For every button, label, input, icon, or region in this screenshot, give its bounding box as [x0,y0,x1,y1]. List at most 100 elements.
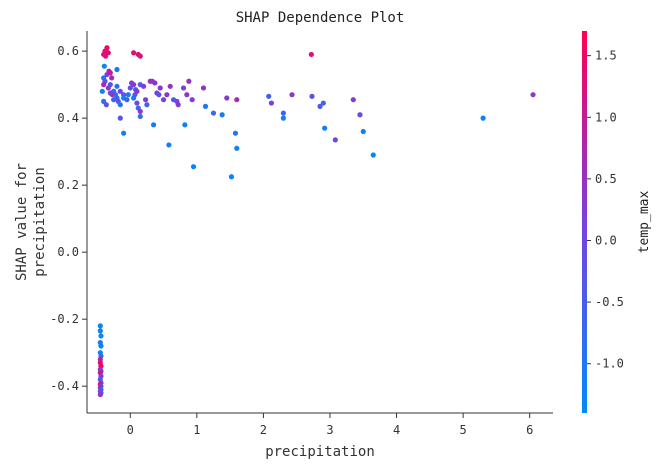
y-tick-label: 0.0 [57,245,79,259]
data-point [160,97,167,103]
data-point [117,102,123,108]
data-point [107,70,113,76]
colorbar-tick-label: 0.5 [595,172,617,186]
data-point [219,112,225,118]
data-point [134,100,140,106]
data-point [134,88,140,94]
data-point [114,66,120,73]
y-tick-label: 0.6 [57,44,79,58]
y-tick-label: 0.2 [57,178,79,192]
data-point [184,92,190,98]
x-tick-label: 5 [460,423,467,437]
data-point [202,103,209,109]
y-axis-label: SHAP value for precipitation [14,163,48,281]
data-point [99,88,105,94]
data-point [150,122,157,128]
data-point [131,82,137,88]
data-point [157,85,163,91]
x-tick-label: 1 [193,423,200,437]
colorbar-tick-label: 1.0 [595,110,617,124]
x-tick-label: 2 [260,423,267,437]
x-tick-label: 6 [526,423,533,437]
data-point [190,164,197,170]
colorbar-ticks: -1.0 -0.5 0.0 0.5 1.0 1.5 [587,49,624,371]
data-point [117,88,123,94]
data-point [186,78,192,84]
data-point [360,128,366,135]
data-point [152,80,158,86]
data-point [228,174,235,180]
data-point [103,102,109,108]
data-point [268,100,275,106]
data-point [234,97,240,103]
data-point [97,323,103,329]
data-point [144,102,150,108]
data-point [137,113,143,120]
data-point [350,97,356,103]
data-point [234,145,240,151]
data-point [142,97,149,103]
data-point [137,108,143,115]
data-point [224,95,230,101]
data-point [125,92,131,98]
data-point [156,92,162,98]
colorbar-tick-label: -1.0 [595,357,624,371]
data-point [131,50,137,56]
data-point [105,50,111,56]
plot-area: -0.4 -0.2 0.0 0.2 0.4 0.6 0 1 2 3 4 5 6 [50,31,553,437]
colorbar-tick-label: 1.5 [595,49,617,63]
data-point [98,343,104,349]
data-point [105,85,111,91]
data-point [98,333,104,339]
data-point [104,45,110,51]
data-point [232,130,239,136]
y-ticks: -0.4 -0.2 0.0 0.2 0.4 0.6 [50,44,87,393]
y-tick-label: -0.4 [50,379,79,393]
data-point [180,85,187,91]
data-point [480,115,486,121]
data-point [309,93,315,99]
data-point [189,97,195,103]
data-point [101,82,107,88]
data-point [266,93,272,99]
data-point [101,63,107,69]
x-tick-label: 4 [393,423,400,437]
data-point [280,115,286,121]
x-tick-label: 3 [326,423,333,437]
data-point [137,53,143,59]
scatter-points [97,45,536,398]
data-point [127,85,133,91]
data-point [308,51,314,58]
data-point [317,103,323,109]
data-point [370,152,376,158]
data-point [320,100,326,106]
data-point [109,75,115,81]
data-point [117,115,123,121]
y-axis-label-line-2: precipitation [32,167,48,277]
data-point [332,137,338,143]
data-point [322,125,328,131]
colorbar [582,31,587,413]
x-tick-label: 0 [127,423,134,437]
data-point [111,97,117,103]
data-point [200,85,207,91]
data-point [210,110,217,116]
data-point [140,83,147,89]
data-point [289,92,295,98]
colorbar-tick-label: -0.5 [595,295,624,309]
data-point [175,102,181,108]
colorbar-label: temp_max [637,191,652,254]
data-point [164,92,170,98]
data-point [167,83,173,89]
data-point [121,130,127,136]
data-point [182,122,188,128]
colorbar-tick-label: 0.0 [595,233,617,247]
data-point [530,92,536,98]
data-point [166,142,172,148]
data-point [109,92,115,98]
data-point [97,391,103,398]
data-point [124,97,130,103]
data-point [97,328,103,334]
chart-title: SHAP Dependence Plot [236,10,405,26]
